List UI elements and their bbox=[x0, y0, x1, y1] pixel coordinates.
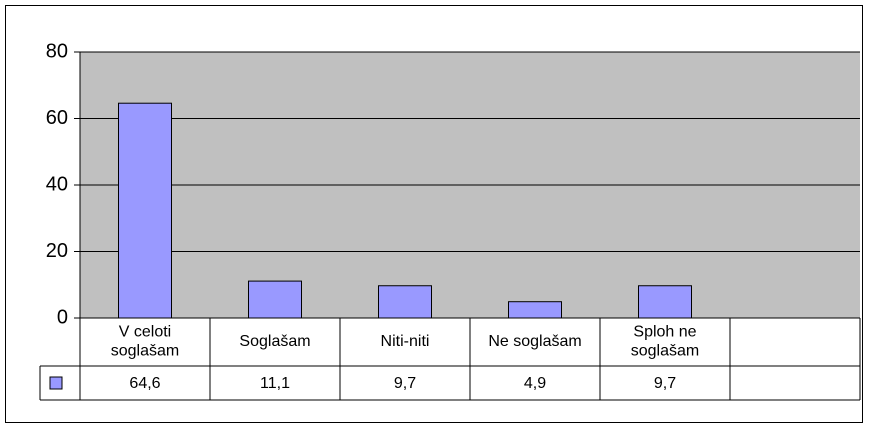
data-label: 9,7 bbox=[394, 375, 416, 392]
x-tick-label: Niti-niti bbox=[381, 333, 430, 350]
data-label: 9,7 bbox=[654, 375, 676, 392]
legend-key bbox=[49, 376, 63, 390]
y-tick-label: 60 bbox=[46, 107, 68, 129]
bar bbox=[638, 285, 692, 319]
y-tick-label: 20 bbox=[46, 240, 68, 262]
x-tick-label: Sploh ne soglašam bbox=[631, 324, 699, 360]
data-label: 4,9 bbox=[524, 375, 546, 392]
data-label: 11,1 bbox=[260, 375, 290, 392]
bar bbox=[118, 102, 172, 319]
bar bbox=[378, 285, 432, 319]
data-label: 64,6 bbox=[129, 375, 160, 392]
bar bbox=[508, 301, 562, 319]
x-tick-label: V celoti soglašam bbox=[111, 324, 179, 360]
y-tick-label: 0 bbox=[57, 306, 68, 328]
y-tick-label: 40 bbox=[46, 173, 68, 195]
x-tick-label: Ne soglašam bbox=[488, 333, 581, 350]
bar bbox=[248, 280, 302, 319]
x-tick-label: Soglašam bbox=[239, 333, 310, 350]
y-tick-label: 80 bbox=[46, 40, 68, 62]
